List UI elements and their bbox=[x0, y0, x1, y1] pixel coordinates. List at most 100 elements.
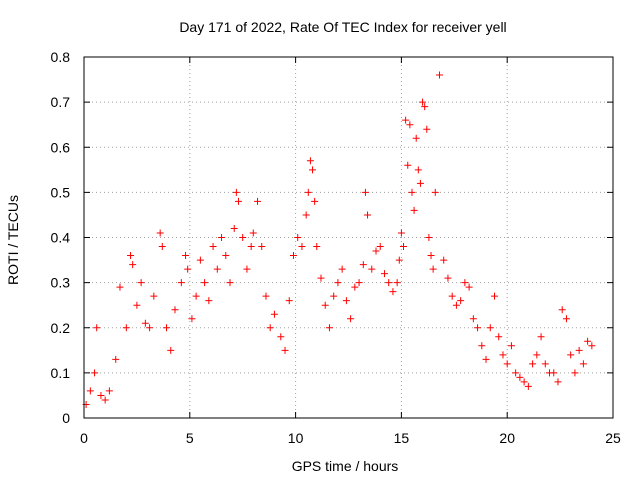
data-point bbox=[266, 324, 274, 332]
data-point bbox=[448, 292, 456, 300]
x-tick-label: 5 bbox=[186, 430, 194, 446]
data-point bbox=[86, 387, 94, 395]
data-point bbox=[474, 324, 482, 332]
data-point bbox=[230, 224, 238, 232]
data-point bbox=[234, 197, 242, 205]
data-point bbox=[427, 252, 435, 260]
data-point bbox=[262, 292, 270, 300]
data-point bbox=[213, 265, 221, 273]
data-point bbox=[289, 252, 297, 260]
data-point bbox=[588, 342, 596, 350]
data-point bbox=[254, 197, 262, 205]
x-tick-label: 20 bbox=[499, 430, 515, 446]
data-point bbox=[158, 243, 166, 251]
data-point bbox=[359, 261, 367, 269]
data-point bbox=[247, 243, 255, 251]
data-point bbox=[93, 324, 101, 332]
data-point bbox=[406, 121, 414, 129]
data-point bbox=[541, 360, 549, 368]
grid-lines bbox=[84, 57, 613, 418]
data-point bbox=[425, 234, 433, 241]
y-tick-label: 0.7 bbox=[51, 94, 71, 110]
axis-ticks: 0 0.1 0.2 0.3 0.4 0.5 0.6 0.7 0.8 0 5 10 15 20 25 bbox=[51, 49, 621, 446]
data-point bbox=[249, 229, 257, 237]
data-point bbox=[226, 279, 234, 287]
x-axis-label: GPS time / hours bbox=[292, 458, 399, 474]
data-point bbox=[209, 243, 217, 251]
data-point bbox=[421, 103, 429, 111]
data-point bbox=[408, 188, 416, 196]
data-point bbox=[347, 315, 355, 323]
data-point bbox=[167, 346, 175, 354]
data-point bbox=[372, 247, 380, 255]
data-point bbox=[524, 382, 532, 390]
data-point bbox=[321, 301, 329, 309]
data-point bbox=[277, 333, 285, 341]
data-point bbox=[465, 283, 473, 291]
data-point bbox=[270, 310, 278, 318]
data-point bbox=[222, 252, 230, 260]
y-tick-label: 0 bbox=[62, 410, 70, 426]
data-point bbox=[402, 116, 410, 124]
data-point bbox=[558, 306, 566, 314]
data-point bbox=[495, 333, 503, 341]
data-point bbox=[192, 292, 200, 300]
data-point bbox=[137, 279, 145, 287]
data-point bbox=[105, 387, 113, 395]
x-tick-label: 10 bbox=[288, 430, 304, 446]
data-point bbox=[512, 369, 520, 377]
data-point bbox=[129, 261, 137, 269]
data-point bbox=[313, 243, 321, 251]
data-point bbox=[478, 342, 486, 350]
data-point bbox=[91, 369, 99, 377]
y-tick-label: 0.4 bbox=[51, 230, 71, 246]
data-point bbox=[122, 324, 130, 332]
data-point bbox=[342, 297, 350, 305]
x-tick-label: 0 bbox=[80, 430, 88, 446]
data-point bbox=[507, 342, 515, 350]
data-point bbox=[461, 279, 469, 287]
chart-title: Day 171 of 2022, Rate Of TEC Index for r… bbox=[179, 19, 506, 35]
data-point bbox=[309, 166, 317, 174]
data-point bbox=[482, 355, 490, 363]
data-point bbox=[440, 256, 448, 264]
data-point bbox=[389, 288, 397, 296]
data-point bbox=[150, 292, 158, 300]
data-point bbox=[184, 265, 192, 273]
data-point bbox=[376, 243, 384, 251]
data-point bbox=[127, 252, 135, 260]
data-point bbox=[571, 369, 579, 377]
data-point bbox=[243, 265, 251, 273]
data-point bbox=[435, 71, 443, 79]
data-point bbox=[412, 134, 420, 142]
data-point bbox=[423, 125, 431, 133]
y-tick-label: 0.3 bbox=[51, 275, 71, 291]
data-point bbox=[258, 243, 266, 251]
y-tick-label: 0.5 bbox=[51, 184, 71, 200]
data-point bbox=[116, 283, 124, 291]
data-point bbox=[410, 206, 418, 214]
data-point bbox=[232, 188, 240, 196]
data-point bbox=[306, 157, 314, 165]
data-point bbox=[529, 360, 537, 368]
data-point bbox=[311, 197, 319, 205]
data-point bbox=[400, 243, 408, 251]
data-point bbox=[431, 188, 439, 196]
data-points bbox=[82, 71, 596, 408]
data-point bbox=[385, 279, 393, 287]
data-point bbox=[397, 229, 405, 237]
data-point bbox=[499, 351, 507, 359]
data-point bbox=[503, 360, 511, 368]
data-point bbox=[294, 234, 302, 241]
data-point bbox=[177, 279, 185, 287]
data-point bbox=[355, 279, 363, 287]
data-point bbox=[201, 279, 209, 287]
data-point bbox=[285, 297, 293, 305]
data-point bbox=[414, 166, 422, 174]
data-point bbox=[380, 270, 388, 278]
data-point bbox=[486, 324, 494, 332]
data-point bbox=[325, 324, 333, 332]
data-point bbox=[579, 360, 587, 368]
data-point bbox=[304, 188, 312, 196]
